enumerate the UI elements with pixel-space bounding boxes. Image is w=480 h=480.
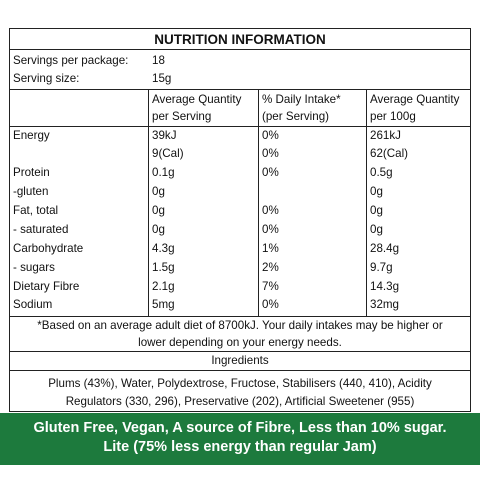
header-avg-serving-line1: Average Quantity [152,93,242,106]
nutrient-daily: 0% [262,147,279,160]
servings-per-package-label: Servings per package: [13,54,129,67]
nutrient-per100: 261kJ [370,129,401,142]
rule-under-headers [9,126,471,127]
nutrient-name: - saturated [13,223,69,236]
nutrient-daily: 0% [262,223,279,236]
column-divider-3 [366,89,367,316]
nutrient-name: Dietary Fibre [13,280,80,293]
nutrient-daily: 0% [262,204,279,217]
panel-title: NUTRITION INFORMATION [154,32,326,47]
nutrient-per100: 0g [370,204,383,217]
nutrient-per100: 0g [370,185,383,198]
nutrient-serving: 9(Cal) [152,147,184,160]
nutrient-name: Fat, total [13,204,59,217]
banner-line1: Gluten Free, Vegan, A source of Fibre, L… [33,420,447,436]
rule-under-footnote [9,351,471,352]
nutrient-serving: 4.3g [152,242,175,255]
column-divider-1 [148,89,149,316]
banner-line2: Lite (75% less energy than regular Jam) [103,439,377,455]
nutrient-serving: 0g [152,204,165,217]
nutrient-serving: 39kJ [152,129,177,142]
rule-under-table [9,316,471,317]
serving-size-value: 15g [152,72,172,85]
servings-per-package-value: 18 [152,54,165,67]
nutrient-per100: 28.4g [370,242,400,255]
footnote-line2: lower depending on your energy needs. [138,336,342,349]
nutrient-daily: 0% [262,166,279,179]
header-daily-line1: % Daily Intake* [262,93,341,106]
nutrient-daily: 1% [262,242,279,255]
nutrient-per100: 32mg [370,298,400,311]
header-avg-100g-line2: per 100g [370,110,416,123]
nutrient-name: Sodium [13,298,53,311]
nutrient-per100: 9.7g [370,261,393,274]
nutrient-serving: 1.5g [152,261,175,274]
column-divider-2 [258,89,259,316]
ingredients-line1: Plums (43%), Water, Polydextrose, Fructo… [48,377,432,390]
rule-under-title [9,49,471,50]
nutrient-serving: 2.1g [152,280,175,293]
nutrient-serving: 0.1g [152,166,175,179]
nutrient-daily: 7% [262,280,279,293]
nutrient-per100: 0.5g [370,166,393,179]
nutrient-daily: 0% [262,129,279,142]
nutrient-name: - sugars [13,261,55,274]
nutrient-name: Protein [13,166,50,179]
nutrient-serving: 5mg [152,298,175,311]
nutrient-name: Energy [13,129,50,142]
nutrient-per100: 62(Cal) [370,147,409,160]
header-daily-line2: (per Serving) [262,110,330,123]
nutrient-name: Carbohydrate [13,242,84,255]
rule-under-ingredients-heading [9,370,471,371]
claims-banner: Gluten Free, Vegan, A source of Fibre, L… [0,413,480,465]
nutrition-panel [9,28,471,412]
header-avg-100g-line1: Average Quantity [370,93,460,106]
ingredients-heading: Ingredients [211,354,269,367]
nutrient-daily: 0% [262,298,279,311]
nutrient-serving: 0g [152,223,165,236]
rule-under-serving [9,89,471,90]
header-avg-serving-line2: per Serving [152,110,212,123]
serving-size-label: Serving size: [13,72,80,85]
ingredients-line2: Regulators (330, 296), Preservative (202… [65,395,415,408]
nutrient-name: -gluten [13,185,49,198]
nutrient-daily: 2% [262,261,279,274]
footnote-line1: *Based on an average adult diet of 8700k… [37,319,443,332]
nutrient-per100: 14.3g [370,280,400,293]
nutrient-per100: 0g [370,223,383,236]
nutrient-serving: 0g [152,185,165,198]
